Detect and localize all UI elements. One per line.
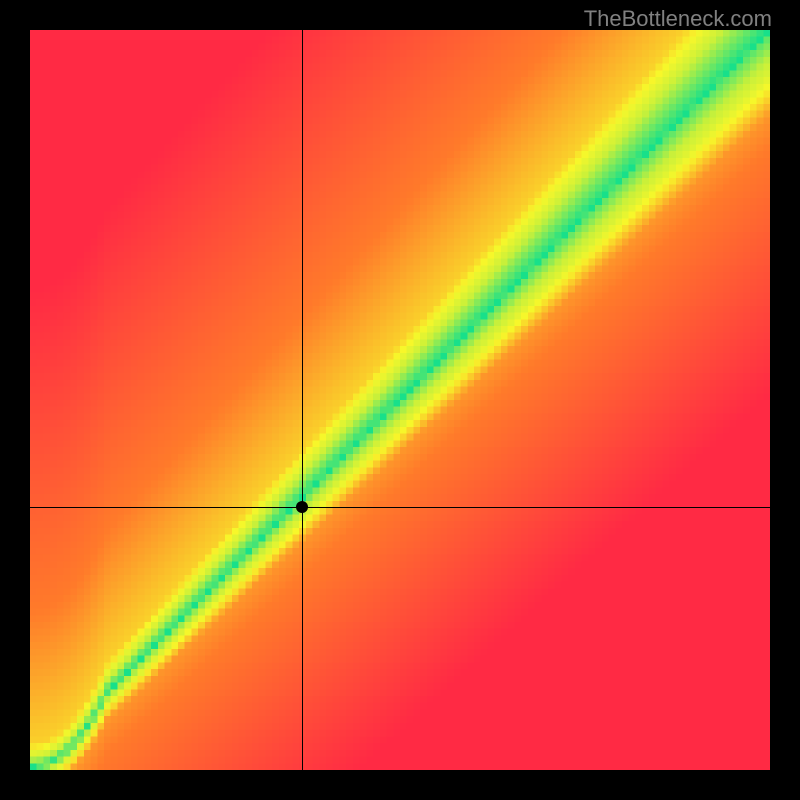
crosshair-horizontal (30, 507, 770, 508)
crosshair-vertical (302, 30, 303, 770)
bottleneck-heatmap (30, 30, 770, 770)
watermark-text: TheBottleneck.com (584, 6, 772, 32)
chart-container: { "watermark": { "text": "TheBottleneck.… (0, 0, 800, 800)
